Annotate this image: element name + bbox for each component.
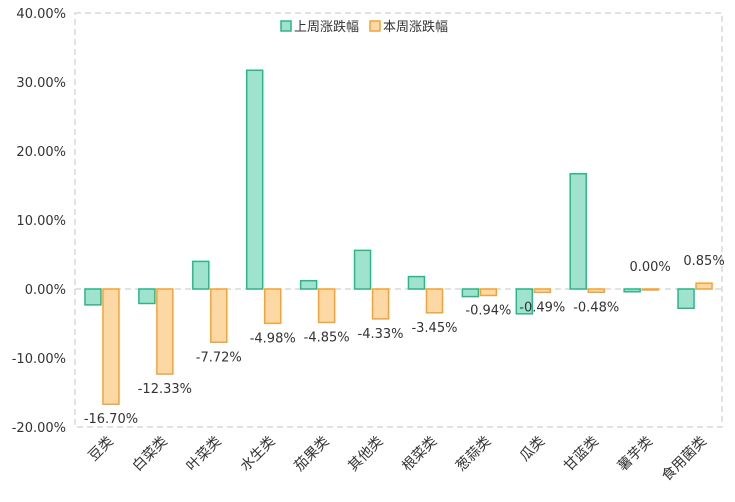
y-tick-label: -10.00%	[12, 352, 66, 367]
data-label-this-week: -0.48%	[573, 300, 619, 315]
bar-this-week	[587, 288, 605, 294]
x-category-label: 叶菜类	[184, 434, 225, 475]
bar-last-week	[84, 288, 102, 306]
y-axis: -20.00% -10.00% 0.00% 10.00% 20.00% 30.00% 40.…	[12, 7, 66, 436]
x-category-label: 瓜类	[517, 434, 548, 465]
x-category-label: 其他类	[345, 434, 386, 475]
bar-last-week	[515, 288, 534, 315]
x-category-label: 茄果类	[291, 433, 333, 475]
bar-last-week	[677, 288, 695, 310]
y-tick-label: 0.00%	[25, 283, 66, 298]
x-axis: 豆类 白菜类 叶菜类 水生类 茄果类 其他类 根菜类 葱蒜类 瓜类 甘蓝类 薯芋类 食用菌类	[86, 433, 710, 485]
data-label-this-week: -16.70%	[84, 412, 138, 427]
x-category-label: 薯芋类	[615, 434, 656, 475]
y-tick-label: 40.00%	[16, 7, 66, 22]
y-tick-label: 30.00%	[16, 76, 66, 91]
data-label-this-week: -0.94%	[465, 303, 511, 318]
x-category-label: 甘蓝类	[561, 434, 602, 475]
x-category-label: 水生类	[238, 434, 279, 475]
legend: 上周涨跌幅 本周涨跌幅	[280, 19, 448, 35]
legend-label: 上周涨跌幅	[294, 19, 359, 35]
data-label-this-week: -4.98%	[250, 331, 296, 346]
bar-last-week	[192, 260, 210, 290]
bar-this-week	[371, 288, 390, 320]
bar-this-week	[641, 288, 659, 291]
bar-this-week	[263, 288, 282, 325]
data-labels: -16.70%-12.33% -7.72% -4.98% -4.85% -4.33% -3…	[84, 254, 725, 427]
bar-this-week	[533, 288, 552, 294]
bar-this-week	[695, 282, 713, 290]
bar-last-week	[353, 249, 372, 290]
x-category-label: 葱蒜类	[453, 434, 494, 475]
bar-this-week	[210, 288, 228, 344]
plot-area-border	[74, 12, 723, 428]
bar-last-week	[299, 279, 318, 290]
bar-last-week	[569, 173, 587, 290]
data-label-this-week: -12.33%	[138, 382, 192, 397]
bar-last-week	[461, 288, 480, 298]
bars	[84, 69, 713, 405]
x-category-label: 根菜类	[399, 434, 440, 475]
data-label-this-week: -4.33%	[358, 327, 404, 342]
data-label-this-week: 0.00%	[629, 260, 670, 275]
data-label-this-week: -0.49%	[519, 300, 565, 315]
bar-last-week	[407, 275, 426, 290]
legend-label: 本周涨跌幅	[383, 19, 448, 35]
data-label-this-week: -3.45%	[411, 321, 457, 336]
y-tick-label: 10.00%	[16, 214, 66, 229]
y-tick-label: -20.00%	[12, 421, 66, 436]
bar-this-week	[317, 288, 336, 324]
bar-this-week	[425, 288, 444, 314]
bar-last-week	[623, 288, 641, 293]
bar-last-week	[138, 288, 156, 305]
x-category-label: 白菜类	[130, 434, 171, 475]
bar-last-week	[245, 69, 264, 290]
legend-swatch	[369, 20, 381, 32]
x-category-label: 食用菌类	[658, 433, 710, 485]
bar-this-week	[479, 288, 498, 297]
data-label-this-week: -4.85%	[304, 330, 350, 345]
bar-this-week	[102, 288, 120, 405]
x-category-label: 豆类	[86, 434, 117, 465]
data-label-this-week: -7.72%	[196, 350, 242, 365]
data-label-this-week: 0.85%	[683, 254, 724, 269]
legend-swatch	[280, 20, 292, 32]
y-tick-label: 20.00%	[16, 145, 66, 160]
bar-this-week	[156, 288, 174, 375]
